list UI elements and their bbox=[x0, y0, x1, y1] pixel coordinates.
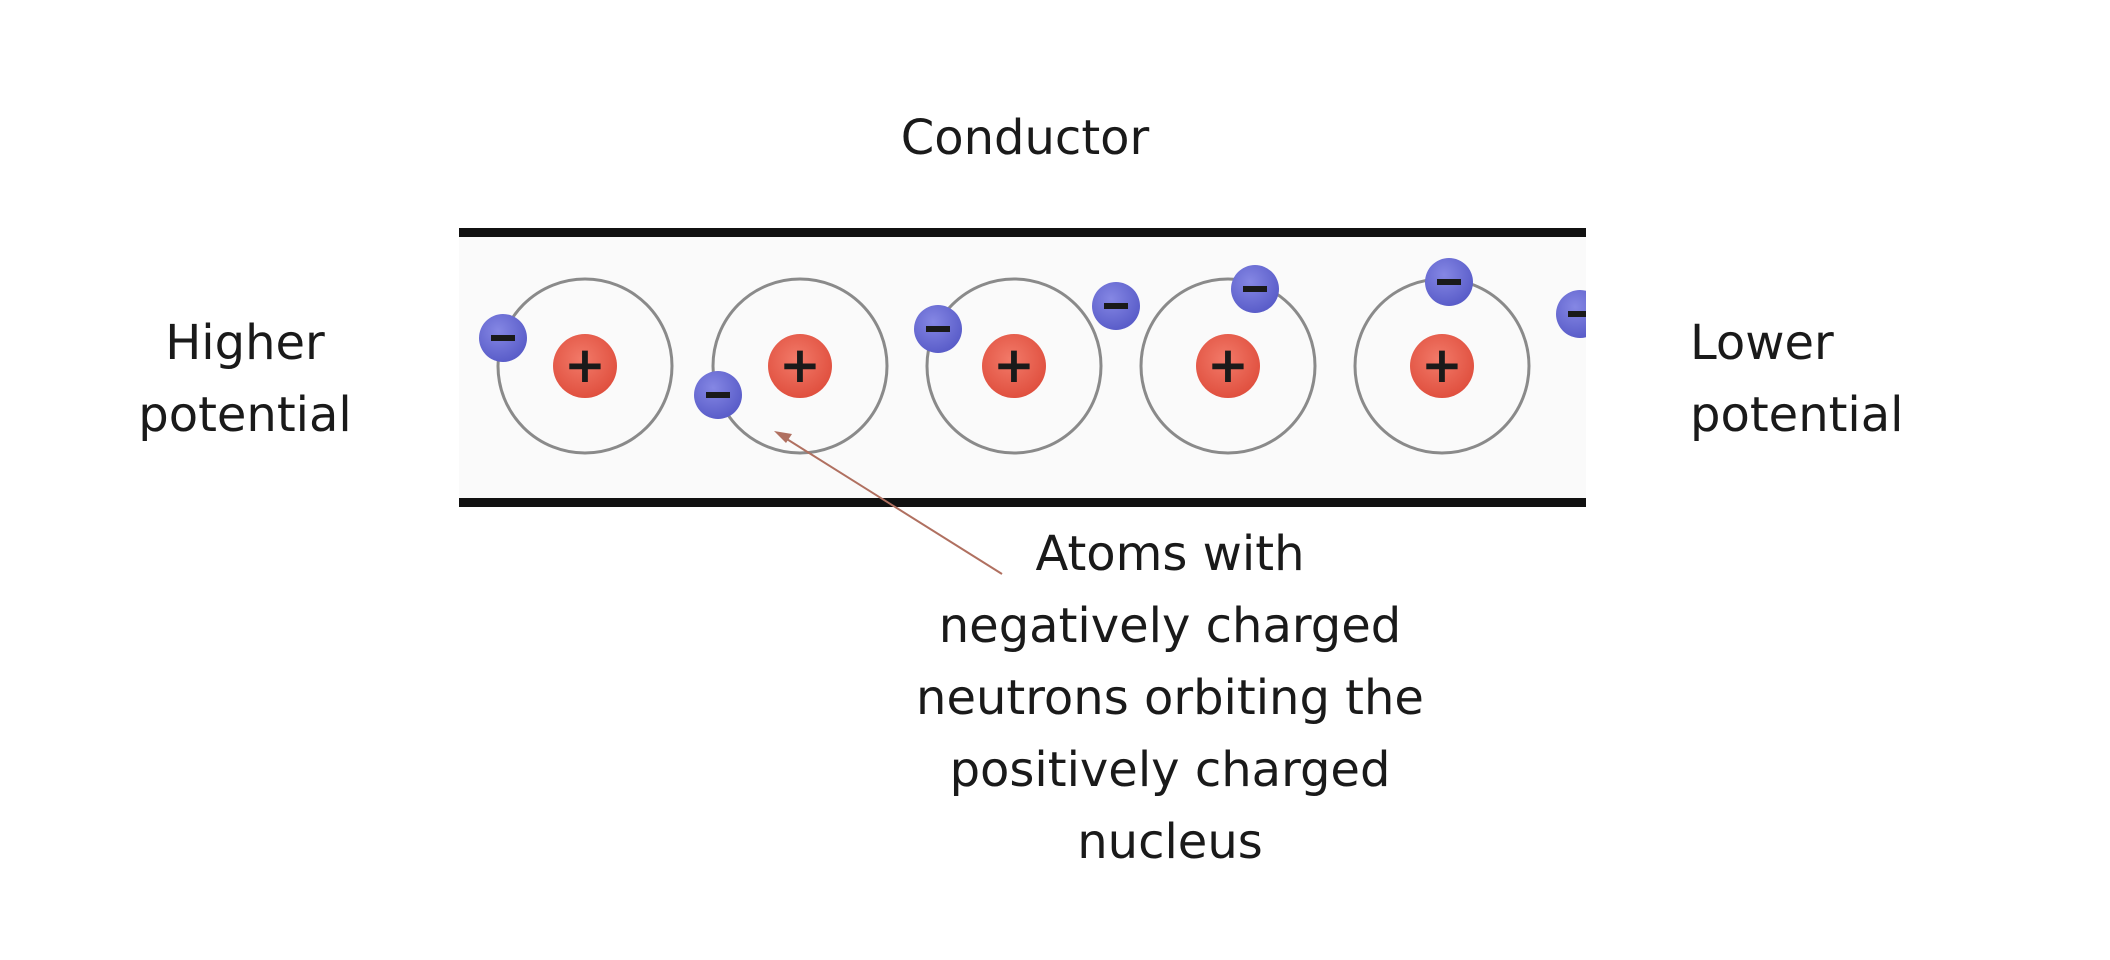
higher-potential-line1: Higher bbox=[165, 315, 325, 371]
atom: + bbox=[1139, 277, 1317, 455]
annotation-line1: Atoms with bbox=[1035, 526, 1305, 582]
nucleus bbox=[982, 334, 1046, 398]
nucleus-plus-icon: + bbox=[564, 336, 606, 394]
nucleus-plus-icon: + bbox=[1207, 336, 1249, 394]
diagram-title: Conductor bbox=[900, 110, 1150, 166]
electron-minus-icon bbox=[706, 392, 730, 398]
electron bbox=[1231, 265, 1279, 313]
higher-potential-label: Higher potential bbox=[120, 307, 370, 451]
electron bbox=[914, 305, 962, 353]
atom: + bbox=[496, 277, 674, 455]
electron-minus-icon bbox=[1104, 303, 1128, 309]
lower-potential-line1: Lower bbox=[1690, 315, 1834, 371]
lower-potential-label: Lower potential bbox=[1690, 307, 1904, 451]
conductor-top-edge bbox=[459, 228, 1586, 237]
higher-potential-line2: potential bbox=[138, 387, 352, 443]
conductor-bottom-edge bbox=[459, 498, 1586, 507]
nucleus-plus-icon: + bbox=[993, 336, 1035, 394]
nucleus-plus-icon: + bbox=[779, 336, 821, 394]
electron bbox=[479, 314, 527, 362]
annotation-line2: negatively charged bbox=[938, 598, 1402, 654]
orbit-ring bbox=[1139, 277, 1317, 455]
orbit-ring bbox=[925, 277, 1103, 455]
nucleus bbox=[1410, 334, 1474, 398]
atom: + bbox=[711, 277, 889, 455]
annotation-line3: neutrons orbiting the bbox=[916, 670, 1424, 726]
electron-minus-icon bbox=[926, 326, 950, 332]
annotation-pointer-arrow bbox=[774, 431, 1003, 575]
electron-minus-icon bbox=[1243, 286, 1267, 292]
atom: + bbox=[925, 277, 1103, 455]
electron bbox=[1425, 258, 1473, 306]
annotation-line4: positively charged bbox=[949, 742, 1391, 798]
electron bbox=[1556, 290, 1586, 338]
electron-minus-icon bbox=[491, 335, 515, 341]
nucleus bbox=[553, 334, 617, 398]
electron-minus-icon bbox=[1437, 279, 1461, 285]
orbit-ring bbox=[711, 277, 889, 455]
nucleus bbox=[1196, 334, 1260, 398]
atom: + bbox=[1353, 277, 1531, 455]
atoms-annotation: Atoms with negatively charged neutrons o… bbox=[860, 518, 1480, 878]
nucleus bbox=[768, 334, 832, 398]
electron bbox=[694, 371, 742, 419]
nucleus-plus-icon: + bbox=[1421, 336, 1463, 394]
orbit-ring bbox=[496, 277, 674, 455]
electron bbox=[1092, 282, 1140, 330]
electron-minus-icon bbox=[1568, 311, 1586, 317]
lower-potential-line2: potential bbox=[1690, 387, 1904, 443]
annotation-line5: nucleus bbox=[1077, 814, 1263, 870]
